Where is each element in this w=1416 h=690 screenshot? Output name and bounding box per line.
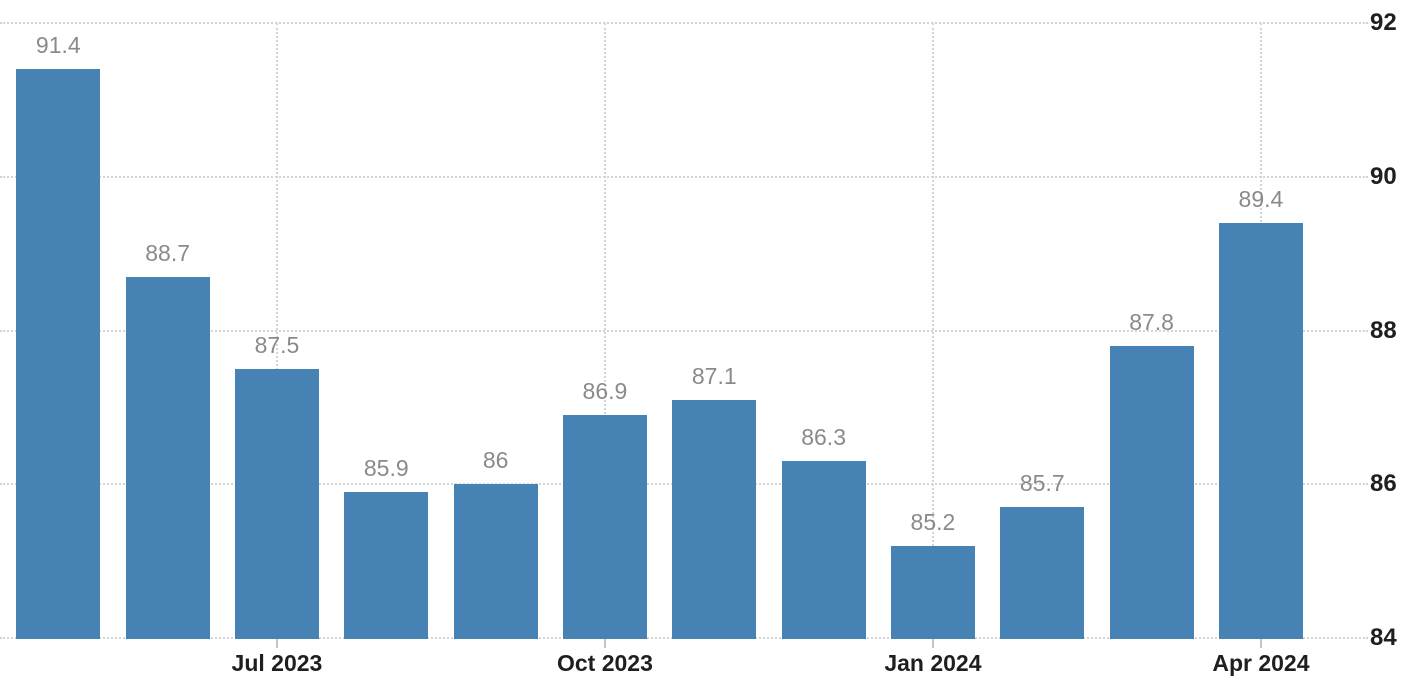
bar-value-label: 87.8 [1129,308,1174,335]
y-axis-tick-label: 90 [1370,162,1397,190]
y-axis-tick-label: 86 [1370,470,1397,498]
y-gridline [0,329,1368,332]
x-axis-tick-label: Jan 2024 [884,650,982,676]
bar[interactable] [344,491,429,639]
bar[interactable] [125,276,210,639]
y-gridline [0,175,1368,178]
bar-value-label: 86.9 [582,378,628,405]
bar-value-label: 88.7 [145,239,190,266]
x-axis-tick-mark [1259,639,1262,648]
x-gridline [275,23,278,638]
y-axis-tick-label: 92 [1370,9,1397,36]
bar[interactable] [234,368,319,639]
bar[interactable] [1000,507,1085,639]
bar[interactable] [453,484,538,639]
y-axis-tick-label: 84 [1370,624,1397,651]
y-gridline [0,22,1368,24]
bar-value-label: 85.7 [1019,470,1065,497]
x-axis-tick-mark [603,639,606,648]
bar[interactable] [781,461,866,639]
bar[interactable] [562,415,647,639]
bar-value-label: 86.3 [801,424,846,451]
bar[interactable] [890,545,975,639]
x-axis-tick-label: Apr 2024 [1212,650,1310,676]
bar-value-label: 87.5 [254,331,300,358]
bar-value-label: 91.4 [35,32,81,59]
bar[interactable] [672,399,757,639]
bar[interactable] [1218,222,1303,639]
bar-value-label: 85.9 [363,454,409,481]
x-gridline [931,23,934,638]
x-gridline [603,23,606,638]
bar[interactable] [16,69,101,639]
x-axis-tick-label: Oct 2023 [556,650,653,676]
bar-value-label: 87.1 [691,362,737,389]
bar[interactable] [1109,345,1194,639]
bar-value-label: 85.2 [910,508,956,535]
bar-value-label: 86 [482,447,509,474]
x-axis-tick-mark [931,639,934,648]
x-axis-tick-mark [275,639,278,648]
x-axis-tick-label: Jul 2023 [231,650,323,676]
bar-value-label: 89.4 [1238,185,1284,212]
y-axis-tick-label: 88 [1370,316,1397,344]
